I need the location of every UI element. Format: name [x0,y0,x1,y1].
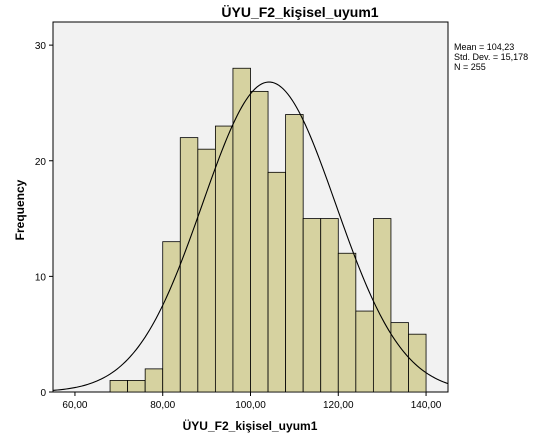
axis-ticks: 60,00 80,00 100,00 120,00 140,00 0 10 20 30 [35,41,442,411]
y-tick-label: 30 [35,41,47,52]
histogram-bar-11 [302,218,322,393]
histogram-bar-10 [285,114,304,393]
bars-layer [109,67,427,393]
histogram-bar-13 [337,252,357,393]
histogram-bar-16 [390,322,409,393]
y-tick-label: 0 [40,388,46,399]
histogram-bar-3 [162,241,181,393]
x-tick-label: 60,00 [62,400,87,411]
x-axis-title: ÜYU_F2_kişisel_uyum1 [183,418,318,433]
histogram-bar-7 [232,67,251,393]
histogram-bar-12 [320,218,339,393]
y-tick-label: 20 [35,157,47,168]
histogram-bar-0 [109,380,129,393]
histogram-bar-9 [267,171,287,393]
x-tick-label: 140,00 [411,400,442,411]
histogram-bar-6 [214,125,234,393]
normal-curve [52,81,449,391]
chart-title: ÜYU_F2_kişisel_uyum1 [221,4,378,20]
histogram-bar-4 [179,137,199,393]
x-tick-label: 100,00 [235,400,266,411]
y-tick-label: 10 [35,272,47,283]
stats-std-dev: Std. Dev. = 15,178 [454,52,528,62]
x-tick-label: 80,00 [150,400,175,411]
stats-mean: Mean = 104,23 [454,42,514,52]
histogram-bar-5 [197,148,216,393]
y-axis-title: Frequency [13,179,27,240]
histogram-bar-8 [250,90,269,393]
histogram-bar-15 [372,218,392,393]
histogram-bar-17 [408,333,427,393]
histogram-bar-2 [144,368,164,393]
stats-n: N = 255 [454,62,486,72]
histogram-bar-14 [355,310,374,393]
x-tick-label: 120,00 [323,400,354,411]
histogram-bar-1 [127,380,146,393]
